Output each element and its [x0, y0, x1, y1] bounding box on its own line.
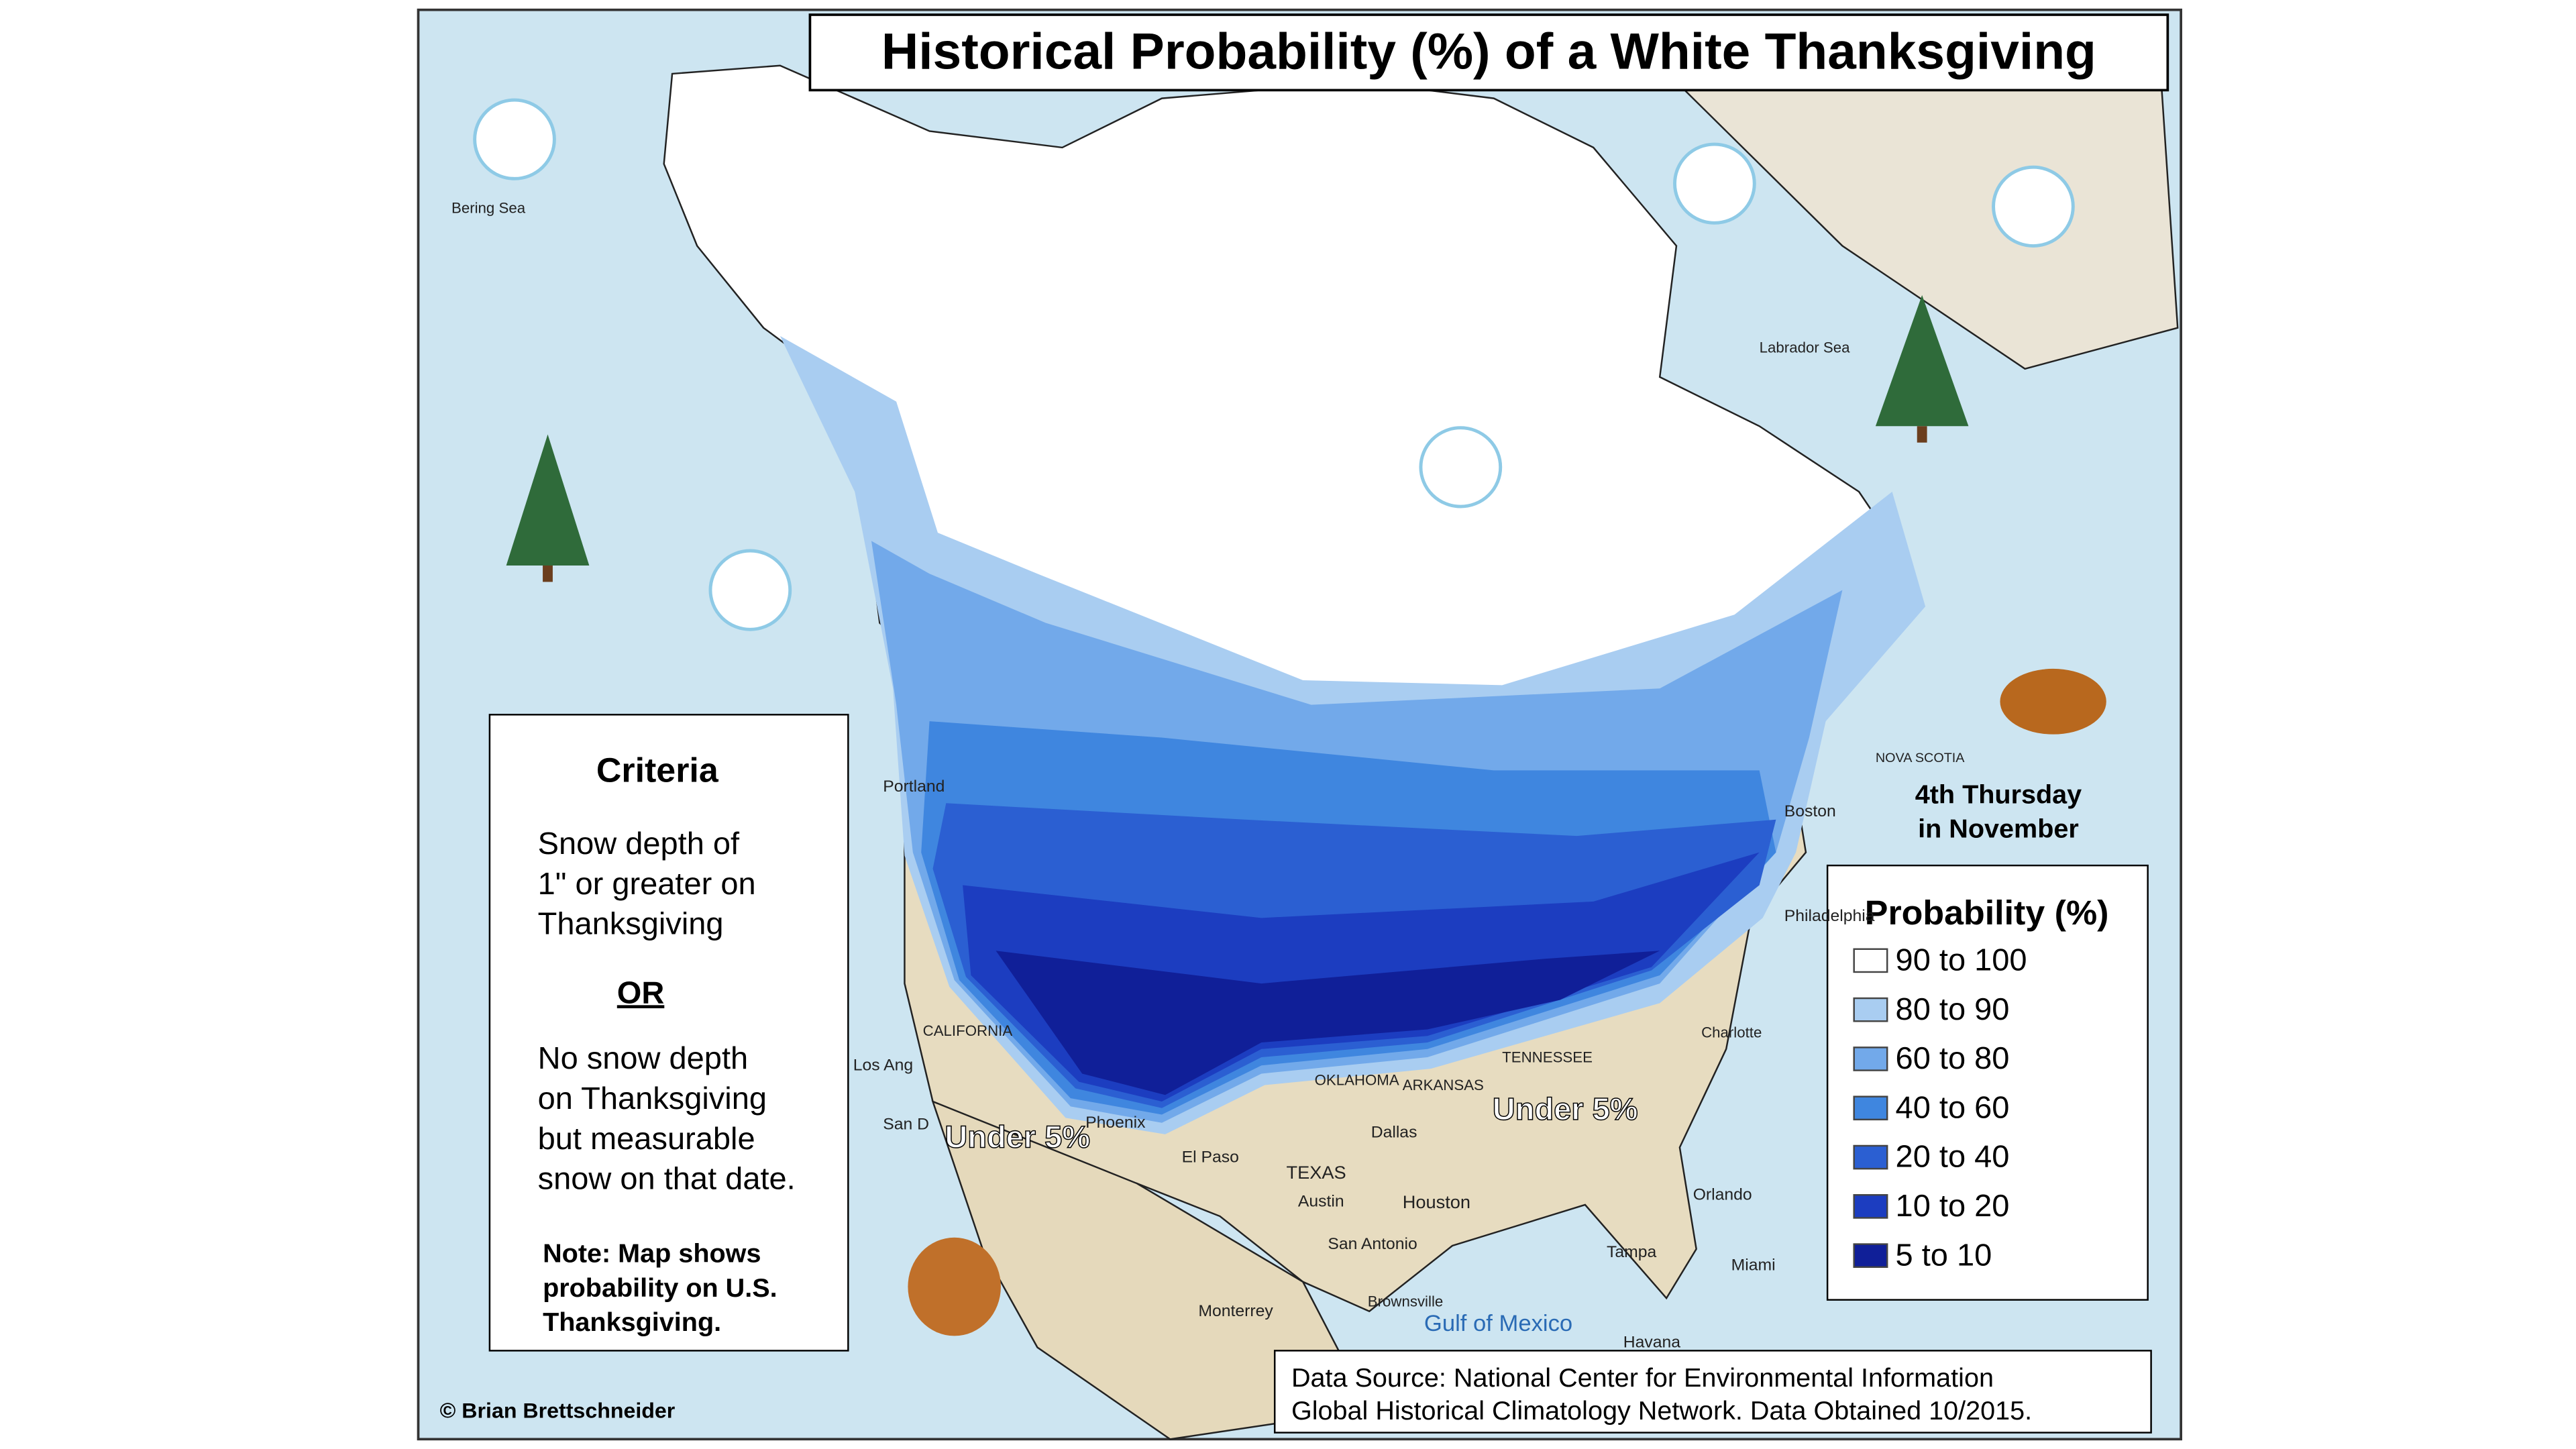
source-box [1273, 1350, 2152, 1434]
annotation: Under 5% [945, 1120, 1090, 1155]
place-label: Orlando [1693, 1186, 1752, 1204]
place-label: NOVA SCOTIA [1876, 751, 1966, 765]
zone [996, 951, 1660, 1095]
place-label: TEXAS [1287, 1163, 1346, 1183]
place-label: Gulf of Mexico [1424, 1311, 1572, 1336]
place-label: Houston [1403, 1192, 1470, 1212]
place-label: San Antonio [1328, 1235, 1417, 1253]
criteria-box [488, 714, 849, 1352]
criteria-or: OR [617, 975, 664, 1010]
place-label: Charlotte [1701, 1024, 1762, 1041]
legend-label: 20 to 40 [1896, 1139, 2010, 1174]
criteria-line: No snow depth [538, 1040, 749, 1075]
legend-swatch [1853, 1144, 1888, 1170]
place-label: Boston [1784, 802, 1836, 820]
legend-swatch [1853, 997, 1888, 1022]
credit: © Brian Brettschneider [440, 1399, 676, 1423]
legend-label: 40 to 60 [1896, 1090, 2010, 1125]
legend-swatch [1853, 1046, 1888, 1071]
snowflakes [473, 98, 2075, 631]
criteria-line: on Thanksgiving [538, 1081, 767, 1116]
place-label: CALIFORNIA [923, 1022, 1013, 1039]
title: Historical Probability (%) of a White Th… [881, 23, 2096, 80]
place-label: Austin [1298, 1193, 1344, 1211]
place-label: Monterrey [1198, 1302, 1273, 1320]
place-label: El Paso [1182, 1148, 1239, 1167]
criteria-line: Thanksgiving [538, 906, 724, 941]
legend-swatch [1853, 948, 1888, 973]
place-label: Labrador Sea [1760, 339, 1851, 356]
legend-label: 80 to 90 [1896, 991, 2010, 1026]
annotation: Under 5% [1493, 1091, 1638, 1126]
place-label: Philadelphia [1784, 907, 1875, 925]
place-label: Dallas [1371, 1124, 1417, 1142]
criteria-line: 1" or greater on [538, 866, 756, 901]
legend-swatch [1853, 1243, 1888, 1268]
place-label: Phoenix [1085, 1114, 1146, 1132]
legend-label: 10 to 20 [1896, 1188, 2010, 1223]
place-label: ARKANSAS [1403, 1077, 1484, 1093]
place-label: Brownsville [1368, 1293, 1444, 1310]
legend-swatch [1853, 1095, 1888, 1121]
source-line: Global Historical Climatology Network. D… [1291, 1396, 2032, 1426]
place-label: Tampa [1607, 1243, 1657, 1261]
place-label: Miami [1731, 1256, 1776, 1275]
place-label: Havana [1623, 1334, 1681, 1352]
criteria-note: Note: Map shows [543, 1239, 761, 1269]
holiday-note: 4th Thursday [1915, 780, 2082, 810]
holiday-note: in November [1918, 814, 2079, 844]
legend-label: 90 to 100 [1896, 943, 2027, 977]
criteria-note: probability on U.S. [543, 1273, 777, 1303]
source-line: Data Source: National Center for Environ… [1291, 1363, 1994, 1393]
legend-swatch [1853, 1194, 1888, 1219]
legend-label: 60 to 80 [1896, 1040, 2010, 1075]
criteria-line: but measurable [538, 1121, 755, 1156]
place-label: TENNESSEE [1502, 1049, 1593, 1065]
criteria-line: snow on that date. [538, 1161, 796, 1196]
criteria-note: Thanksgiving. [543, 1307, 721, 1337]
title-box [808, 13, 2169, 92]
place-label: OKLAHOMA [1315, 1072, 1399, 1089]
legend-title: Probability (%) [1865, 893, 2109, 932]
trees [506, 294, 1969, 582]
legend-label: 5 to 10 [1896, 1238, 1992, 1273]
place-label: Bering Sea [451, 200, 526, 217]
place-label: Portland [883, 777, 945, 796]
place-label: Los Ang [853, 1057, 913, 1075]
place-label: San D [883, 1116, 929, 1134]
criteria-line: Snow depth of [538, 826, 740, 861]
criteria-title: Criteria [596, 751, 719, 790]
turkeys [908, 668, 2106, 1336]
legend-box [1826, 864, 2149, 1301]
